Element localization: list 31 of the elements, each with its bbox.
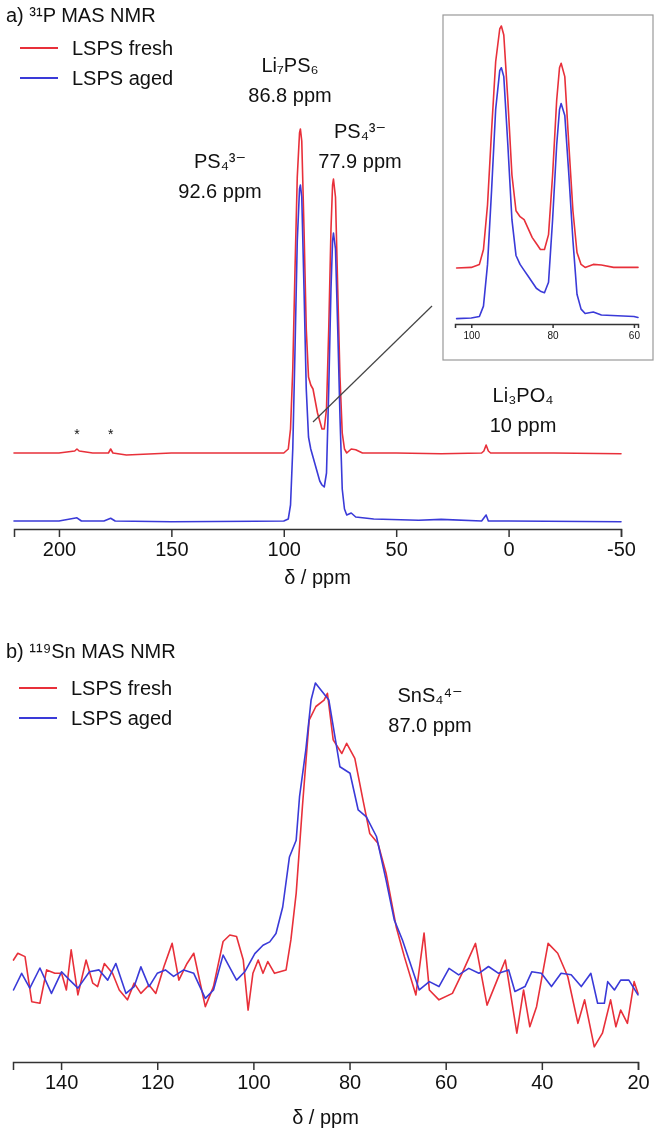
x-tick-label: 100 bbox=[237, 1071, 271, 1094]
annotation: * bbox=[107, 426, 114, 442]
x-tick-label: 0 bbox=[503, 538, 515, 561]
x-tick-label: 140 bbox=[44, 1071, 79, 1094]
annotation: Li₃PO₄ 10 ppm bbox=[489, 384, 557, 436]
x-tick-label: 50 bbox=[385, 538, 408, 561]
text: Li₇PS₆ 86.8 ppm bbox=[248, 54, 332, 106]
legend-label: LSPS fresh bbox=[71, 677, 173, 699]
x-tick-label: 120 bbox=[141, 1071, 175, 1094]
x-tick-label: 60 bbox=[435, 1071, 458, 1094]
x-tick-label: 60 bbox=[628, 329, 641, 341]
x-tick-label: 40 bbox=[531, 1071, 554, 1094]
chart-title: a) ³¹P MAS NMR bbox=[6, 4, 156, 26]
chart-title: b) ¹¹⁹Sn MAS NMR bbox=[6, 640, 176, 662]
annotation: * bbox=[74, 426, 81, 442]
legend-label: LSPS aged bbox=[72, 67, 174, 89]
x-tick-label: 100 bbox=[267, 538, 301, 561]
x-axis-title: δ / ppm bbox=[292, 1106, 359, 1128]
legend-label: LSPS fresh bbox=[72, 37, 174, 59]
x-tick-label: 80 bbox=[338, 1071, 362, 1094]
annotation: PS₄³⁻ 77.9 ppm bbox=[318, 120, 402, 172]
x-tick-label: 80 bbox=[547, 329, 560, 341]
x-tick-label: 150 bbox=[155, 538, 189, 561]
x-tick-label: -50 bbox=[607, 538, 636, 561]
annotation: PS₄³⁻ 92.6 ppm bbox=[178, 150, 262, 202]
annotation: SnS₄⁴⁻ 87.0 ppm bbox=[388, 684, 472, 736]
legend-label: LSPS aged bbox=[71, 707, 173, 729]
x-tick-label: 20 bbox=[627, 1071, 650, 1094]
x-tick-label: 100 bbox=[463, 329, 481, 341]
x-tick-label: 200 bbox=[42, 538, 77, 561]
x-axis-title: δ / ppm bbox=[284, 566, 351, 588]
